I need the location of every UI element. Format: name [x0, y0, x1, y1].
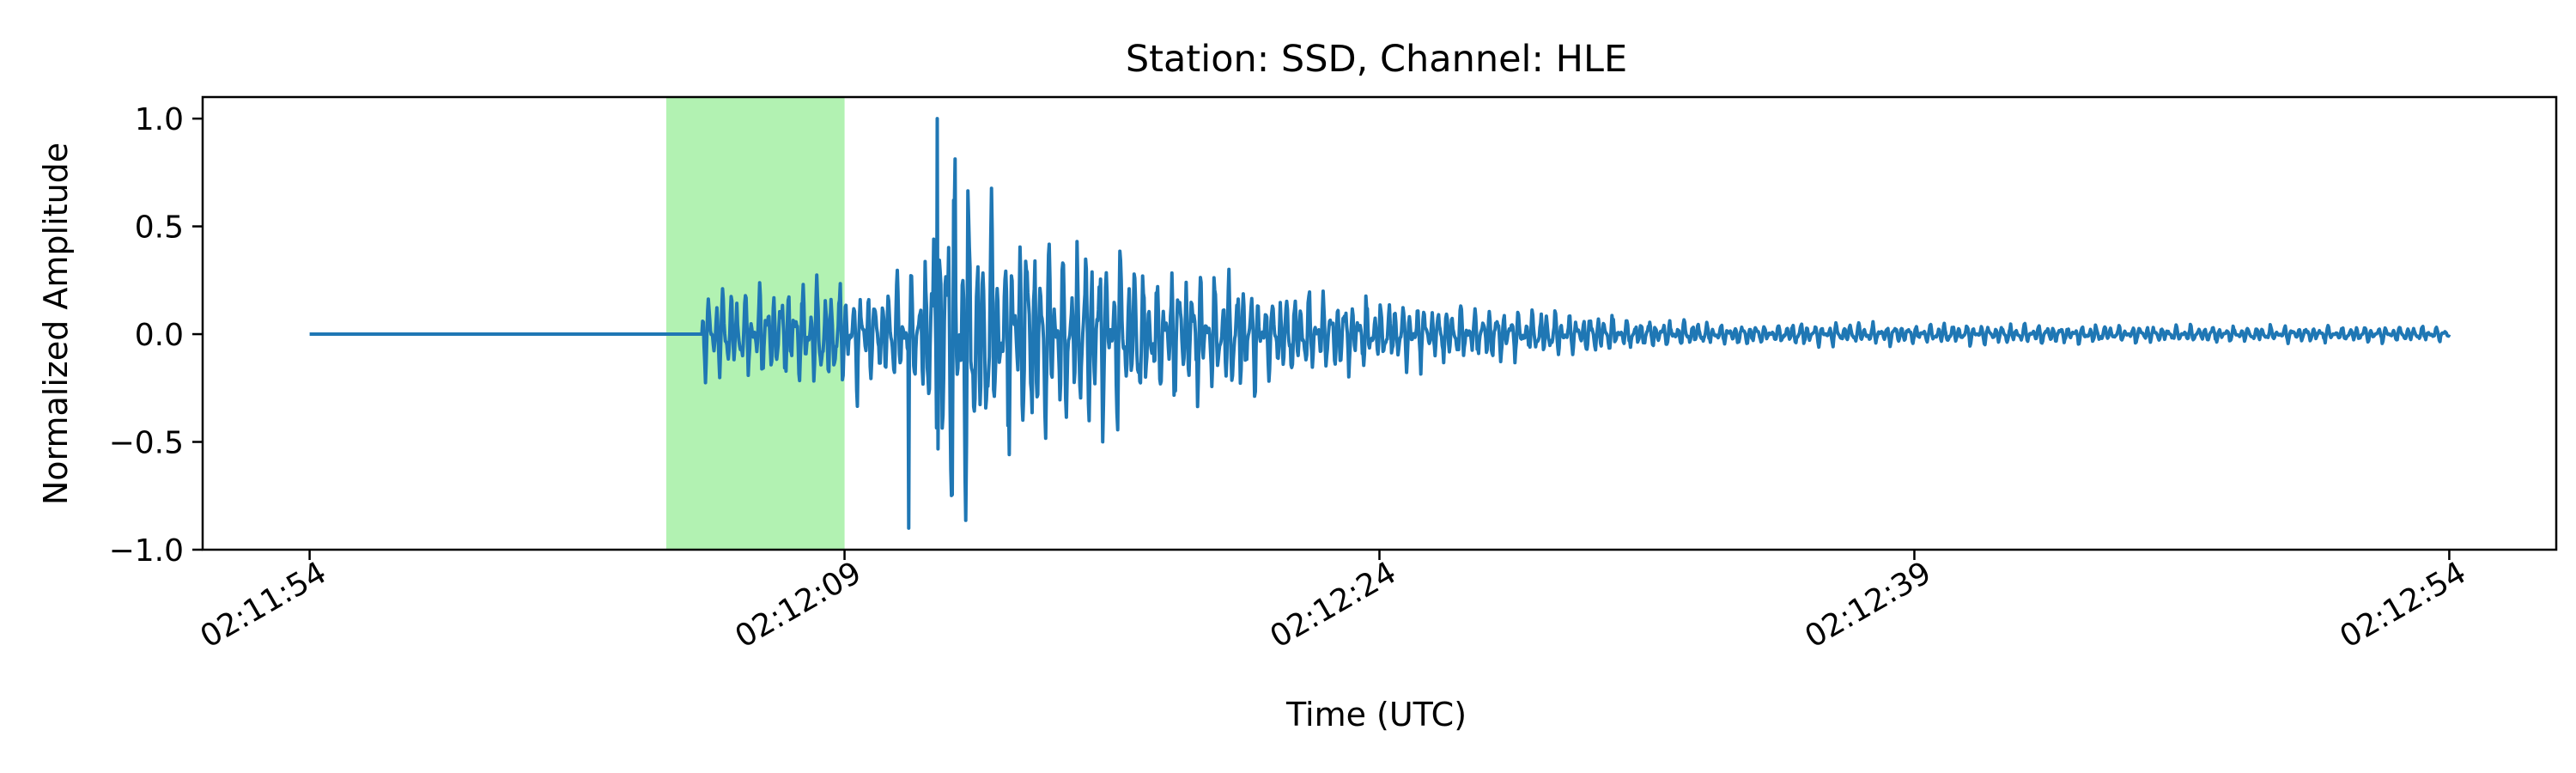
y-tick-label: 0.5 — [135, 210, 184, 246]
x-axis-label: Time (UTC) — [1285, 696, 1467, 733]
y-tick-label: −1.0 — [109, 533, 184, 569]
y-axis: 1.0 0.5 0.0 −0.5 −1.0 — [109, 102, 203, 569]
chart-title: Station: SSD, Channel: HLE — [1126, 38, 1627, 81]
y-axis-label: Normalized Amplitude — [37, 143, 75, 505]
y-tick-label: 0.0 — [135, 318, 184, 353]
waveform-line — [308, 117, 2451, 530]
y-tick-label: −0.5 — [109, 426, 184, 461]
y-tick-label: 1.0 — [135, 102, 184, 137]
